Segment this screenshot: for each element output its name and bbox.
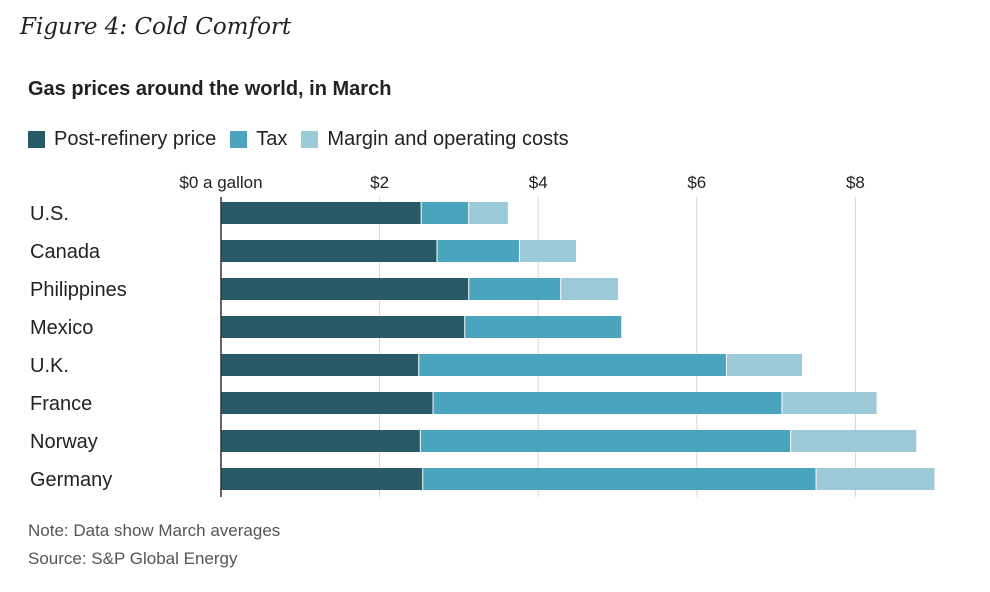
x-tick-label: $8 bbox=[846, 173, 865, 192]
x-tick-label: $6 bbox=[687, 173, 706, 192]
bar-segment bbox=[221, 392, 433, 414]
bar-segment bbox=[437, 240, 519, 262]
legend-swatch-tax bbox=[230, 131, 248, 148]
bar-segment bbox=[519, 240, 577, 262]
bar-segment bbox=[433, 392, 782, 414]
bar-segment bbox=[726, 354, 803, 376]
legend-swatch-post-refinery bbox=[28, 131, 45, 148]
legend-swatch-margin bbox=[301, 131, 319, 148]
bar-segment bbox=[221, 354, 419, 376]
source-note: Source: S&P Global Energy bbox=[28, 549, 238, 568]
footnote: Note: Data show March averages bbox=[28, 521, 281, 540]
legend-label-post-refinery: Post-refinery price bbox=[54, 128, 217, 150]
legend: Post-refinery price Tax Margin and opera… bbox=[28, 128, 583, 151]
legend-label-margin: Margin and operating costs bbox=[327, 128, 569, 150]
legend-item-post-refinery: Post-refinery price bbox=[28, 128, 216, 151]
bar-segment bbox=[465, 316, 622, 338]
x-tick-label: $2 bbox=[370, 173, 389, 192]
bar-segment bbox=[420, 430, 791, 452]
figure-label: Figure 4: Cold Comfort bbox=[20, 14, 292, 40]
category-label: Norway bbox=[30, 431, 98, 453]
bar-segment bbox=[423, 468, 816, 490]
category-label: U.K. bbox=[30, 355, 69, 377]
bar-segment bbox=[221, 468, 423, 490]
bar-segment bbox=[561, 278, 619, 300]
bar-segment bbox=[221, 240, 437, 262]
category-label: U.S. bbox=[30, 203, 69, 225]
legend-item-tax: Tax bbox=[230, 128, 287, 151]
category-label: France bbox=[30, 393, 92, 415]
legend-label-tax: Tax bbox=[256, 128, 288, 150]
category-label: Philippines bbox=[30, 279, 127, 301]
legend-item-margin: Margin and operating costs bbox=[301, 128, 569, 151]
bar-segment bbox=[221, 278, 469, 300]
stacked-bar-chart: $0 a gallon $2 $4 $6 $8 U.S. Canada Philippines… bbox=[30, 173, 935, 497]
bar-segment bbox=[782, 392, 877, 414]
bar-segment bbox=[816, 468, 935, 490]
bar-segment bbox=[421, 202, 469, 224]
bar-segment bbox=[791, 430, 917, 452]
bar-segment bbox=[221, 430, 420, 452]
bar-segment bbox=[221, 202, 421, 224]
x-tick-label: $0 a gallon bbox=[179, 173, 262, 192]
chart-title: Gas prices around the world, in March bbox=[28, 78, 392, 100]
category-label: Germany bbox=[30, 469, 112, 491]
bar-segment bbox=[469, 278, 561, 300]
bar-segment bbox=[419, 354, 726, 376]
category-label: Canada bbox=[30, 241, 101, 263]
category-label: Mexico bbox=[30, 317, 93, 339]
bar-segment bbox=[221, 316, 465, 338]
bar-segment bbox=[469, 202, 508, 224]
x-tick-label: $4 bbox=[529, 173, 548, 192]
